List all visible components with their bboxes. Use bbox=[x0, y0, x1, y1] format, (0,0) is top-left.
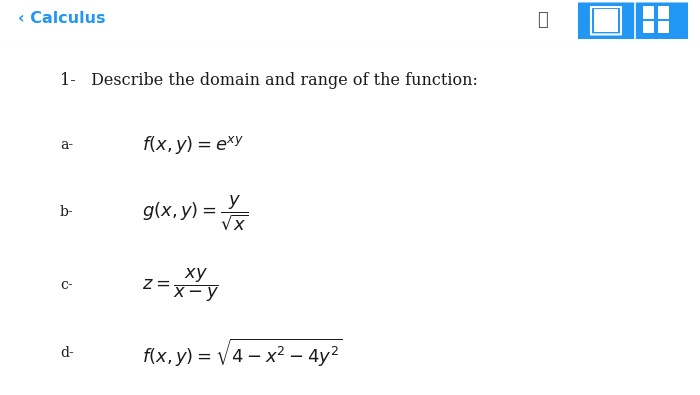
Text: ⌕: ⌕ bbox=[538, 11, 548, 29]
Text: a-: a- bbox=[60, 138, 73, 152]
Text: ‹ Calculus: ‹ Calculus bbox=[18, 11, 106, 26]
Text: $z = \dfrac{xy}{x - y}$: $z = \dfrac{xy}{x - y}$ bbox=[142, 266, 219, 304]
Text: b-: b- bbox=[60, 205, 74, 219]
FancyBboxPatch shape bbox=[594, 9, 618, 32]
Text: $g(x, y) = \dfrac{y}{\sqrt{x}}$: $g(x, y) = \dfrac{y}{\sqrt{x}}$ bbox=[142, 193, 248, 232]
Text: 1-   Describe the domain and range of the function:: 1- Describe the domain and range of the … bbox=[60, 72, 478, 89]
FancyBboxPatch shape bbox=[658, 21, 669, 33]
FancyBboxPatch shape bbox=[658, 6, 669, 19]
FancyBboxPatch shape bbox=[643, 21, 654, 33]
Text: d-: d- bbox=[60, 346, 74, 360]
Text: $f(x, y) = \sqrt{4 - x^2 - 4y^2}$: $f(x, y) = \sqrt{4 - x^2 - 4y^2}$ bbox=[142, 337, 343, 369]
FancyBboxPatch shape bbox=[643, 6, 654, 19]
Text: c-: c- bbox=[60, 278, 73, 292]
Text: $f(x, y) = e^{xy}$: $f(x, y) = e^{xy}$ bbox=[142, 134, 244, 156]
FancyBboxPatch shape bbox=[578, 2, 688, 39]
FancyBboxPatch shape bbox=[591, 7, 621, 34]
